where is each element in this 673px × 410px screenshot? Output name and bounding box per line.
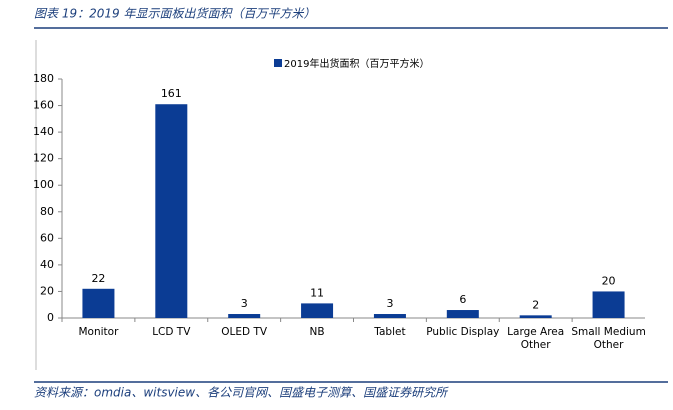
bar [301,303,334,318]
y-tick-label: 140 [33,125,54,138]
data-label: 161 [161,87,182,100]
bar [228,314,261,318]
x-tick-label: Public Display [426,326,500,338]
page-title: 图表 19：2019 年显示面板出货面积（百万平方米） [34,7,315,21]
y-tick-label: 0 [47,311,54,324]
x-tick-label: Tablet [374,326,406,338]
y-tick-label: 160 [33,99,54,112]
bar [82,288,115,318]
y-tick-label: 80 [40,205,54,218]
x-tick-label: OLED TV [221,326,268,338]
data-label: 3 [386,297,393,310]
y-tick-label: 120 [33,152,54,165]
data-label: 3 [241,297,248,310]
y-tick-label: 180 [33,72,54,85]
y-tick-label: 60 [40,231,54,244]
data-label: 6 [459,293,466,306]
legend-swatch [274,59,282,67]
bar [155,104,188,318]
x-tick-label: Large Area Other [507,326,565,351]
y-tick-label: 20 [40,284,54,297]
y-tick-label: 40 [40,258,54,271]
x-tick-label: Small Medium Other [571,326,646,351]
x-tick-label: Monitor [78,326,119,338]
x-tick-label: NB [309,326,325,338]
source-note: 资料来源：omdia、witsview、各公司官网、国盛电子测算、国盛证券研究所 [34,386,449,400]
x-tick-label: LCD TV [152,326,191,338]
bar [519,315,552,318]
bar [446,310,479,318]
y-tick-label: 100 [33,178,54,191]
data-label: 2 [532,298,539,311]
legend-label: 2019年出货面积（百万平方米） [284,57,429,70]
bar [592,291,625,318]
data-label: 11 [310,286,324,299]
bar [373,314,406,318]
data-label: 22 [91,272,105,285]
data-label: 20 [602,274,616,287]
